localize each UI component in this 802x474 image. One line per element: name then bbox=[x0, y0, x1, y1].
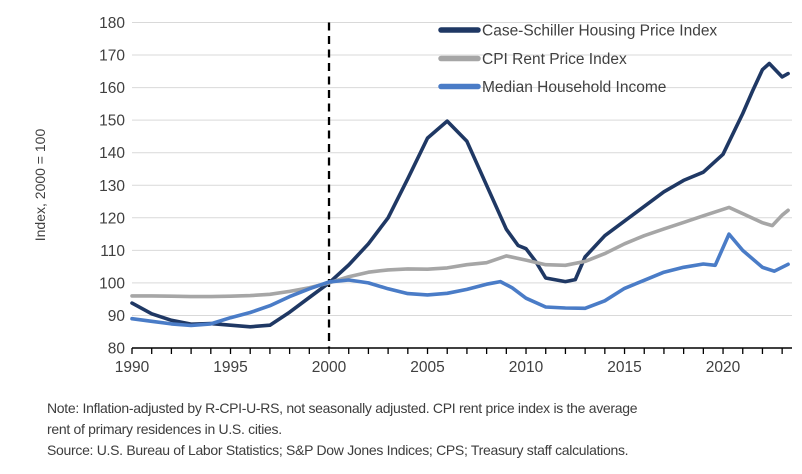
note-line-2: rent of primary residences in U.S. citie… bbox=[47, 421, 282, 437]
x-tick-label: 2015 bbox=[607, 359, 641, 376]
y-tick-label: 90 bbox=[108, 308, 126, 325]
chart-notes: Note: Inflation-adjusted by R-CPI-U-RS, … bbox=[47, 398, 777, 461]
x-tick-label: 2020 bbox=[706, 359, 741, 376]
y-tick-label: 140 bbox=[99, 145, 125, 162]
x-tick-label: 1990 bbox=[115, 359, 150, 376]
note-line-1: Note: Inflation-adjusted by R-CPI-U-RS, … bbox=[47, 400, 638, 416]
legend-item-cpi-rent-price-index: CPI Rent Price Index bbox=[438, 51, 627, 68]
y-tick-label: 80 bbox=[108, 341, 126, 358]
source-line: Source: U.S. Bureau of Labor Statistics;… bbox=[47, 442, 629, 458]
legend-label: Median Household Income bbox=[482, 79, 666, 96]
chart-canvas: 80 90 100 110 120 130 140 150 160 170 180 1990 1995 2… bbox=[32, 15, 792, 376]
legend-item-case-schiller-housing-price-index: Case-Schiller Housing Price Index bbox=[438, 23, 717, 40]
series-line-median-household-income bbox=[130, 232, 790, 328]
y-tick-label: 130 bbox=[99, 178, 125, 195]
legend-label: Case-Schiller Housing Price Index bbox=[482, 23, 717, 40]
y-tick-label: 170 bbox=[99, 48, 125, 65]
legend-label: CPI Rent Price Index bbox=[482, 51, 627, 68]
y-axis-title: Index, 2000 = 100 bbox=[32, 129, 48, 242]
x-tick-label: 1995 bbox=[213, 359, 247, 376]
y-tick-label: 160 bbox=[99, 80, 125, 97]
x-tick-label: 2010 bbox=[509, 359, 544, 376]
y-tick-label: 100 bbox=[99, 275, 125, 292]
series-line-case-schiller-housing-price-index bbox=[130, 61, 790, 329]
x-tick-label: 2000 bbox=[312, 359, 347, 376]
y-tick-label: 110 bbox=[100, 243, 125, 260]
y-tick-label: 150 bbox=[99, 113, 125, 130]
series-line-cpi-rent-price-index bbox=[130, 205, 790, 299]
y-tick-label: 120 bbox=[99, 210, 125, 227]
y-tick-label: 180 bbox=[99, 15, 125, 32]
legend-item-median-household-income: Median Household Income bbox=[438, 79, 666, 96]
x-tick-label: 2005 bbox=[410, 359, 444, 376]
